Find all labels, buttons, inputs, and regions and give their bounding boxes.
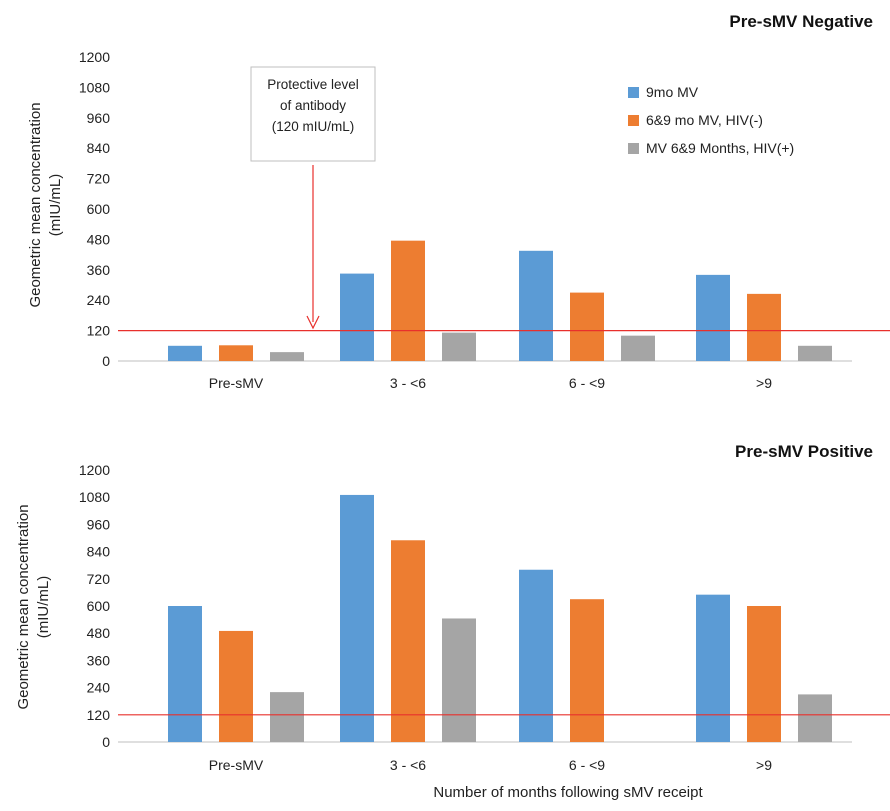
y-tick-label: 1080 [79, 79, 110, 95]
bar-3-3 [621, 335, 655, 361]
bar-1-2 [340, 494, 374, 742]
bar-1-2 [340, 273, 374, 361]
y-tick-label: 480 [87, 231, 111, 247]
bar-1-1 [168, 345, 202, 361]
y-axis-title-line: (mIU/mL) [35, 576, 52, 639]
bar-3-1 [270, 352, 304, 361]
chart-panel-2: Pre-sMV Positive Geometric mean concentra… [15, 442, 890, 801]
y-axis-title-line: Geometric mean concentration [15, 504, 32, 709]
y-tick-label: 240 [87, 680, 111, 696]
y-tick-label: 360 [87, 652, 111, 668]
y-tick-label: 1080 [79, 489, 110, 505]
annotation-box [250, 66, 376, 162]
bar-3-4 [798, 345, 832, 361]
legend-swatch-1 [628, 87, 639, 98]
y-axis-title: Geometric mean concentration (mIU/mL) [27, 102, 64, 307]
x-tick-label: >9 [756, 757, 772, 773]
legend-label-2: 6&9 mo MV, HIV(-) [646, 112, 763, 128]
x-tick-label: Pre-sMV [209, 375, 264, 391]
y-tick-label: 840 [87, 544, 111, 560]
bar-3-2 [442, 618, 476, 742]
x-tick-label: >9 [756, 375, 772, 391]
bar-2-2 [391, 540, 425, 742]
annotation: Protective level of antibody (120 mIU/mL) [250, 66, 376, 330]
y-tick-label: 600 [87, 598, 111, 614]
bar-2-3 [570, 292, 604, 361]
y-tick-label: 600 [87, 201, 111, 217]
y-axis-title-line: (mIU/mL) [47, 174, 64, 237]
y-tick-label: 480 [87, 625, 111, 641]
y-tick-label: 240 [87, 292, 111, 308]
legend-label-3: MV 6&9 Months, HIV(+) [646, 140, 794, 156]
annotation-arrow-head [306, 315, 320, 330]
bar-2-4 [747, 606, 781, 742]
annotation-text-line: Protective level [267, 77, 359, 92]
y-tick-label: 960 [87, 110, 111, 126]
bar-1-1 [168, 606, 202, 742]
bar-2-3 [570, 599, 604, 742]
x-tick-label: 3 - <6 [390, 757, 426, 773]
y-tick-label: 1200 [79, 462, 110, 478]
y-tick-label: 720 [87, 171, 111, 187]
bar-3-4 [798, 694, 832, 742]
y-tick-label: 720 [87, 571, 111, 587]
y-tick-label: 840 [87, 140, 111, 156]
y-tick-label: 0 [102, 734, 110, 750]
bar-1-4 [696, 274, 730, 361]
legend-swatch-3 [628, 143, 639, 154]
annotation-text-line: of antibody [280, 98, 346, 113]
x-tick-label: 6 - <9 [569, 375, 605, 391]
y-tick-label: 120 [87, 323, 111, 339]
x-tick-label: 6 - <9 [569, 757, 605, 773]
y-tick-label: 1200 [79, 49, 110, 65]
legend-swatch-2 [628, 115, 639, 126]
y-axis-title: Geometric mean concentration (mIU/mL) [15, 504, 52, 709]
x-tick-label: Pre-sMV [209, 757, 264, 773]
chart-title: Pre-sMV Positive [735, 442, 873, 461]
bar-2-4 [747, 293, 781, 361]
bar-1-3 [519, 250, 553, 361]
y-tick-label: 120 [87, 707, 111, 723]
x-axis-title: Number of months following sMV receipt [433, 784, 703, 801]
bar-3-1 [270, 692, 304, 742]
legend-label-1: 9mo MV [646, 84, 699, 100]
y-tick-label: 0 [102, 353, 110, 369]
legend: 9mo MV 6&9 mo MV, HIV(-) MV 6&9 Months, HI… [628, 84, 794, 156]
x-tick-label: 3 - <6 [390, 375, 426, 391]
chart-panel-1: Pre-sMV Negative Geometric mean concentra… [27, 12, 890, 391]
bar-2-2 [391, 240, 425, 361]
bar-2-1 [219, 630, 253, 742]
chart-title: Pre-sMV Negative [729, 12, 873, 31]
y-tick-label: 360 [87, 262, 111, 278]
y-tick-label: 960 [87, 516, 111, 532]
bar-2-1 [219, 345, 253, 361]
annotation-text-line: (120 mIU/mL) [272, 119, 355, 134]
y-axis-title-line: Geometric mean concentration [27, 102, 44, 307]
bar-1-3 [519, 569, 553, 742]
bar-1-4 [696, 594, 730, 742]
bar-3-2 [442, 332, 476, 361]
